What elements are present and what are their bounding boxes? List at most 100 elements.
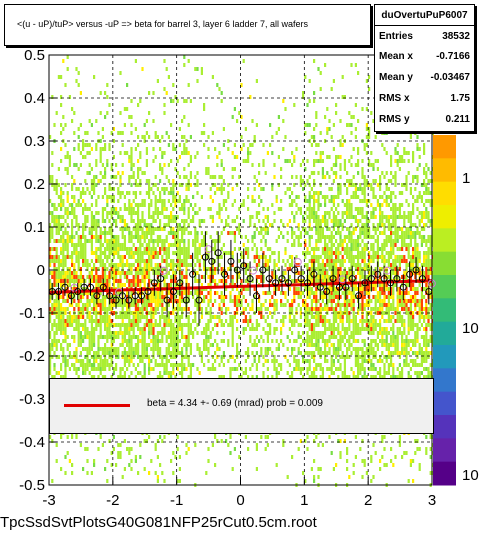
- heat-cell: [82, 187, 85, 191]
- heat-cell: [321, 375, 324, 379]
- heat-cell: [354, 219, 357, 223]
- heat-cell: [62, 315, 65, 319]
- heat-cell: [282, 303, 285, 307]
- heat-cell: [128, 207, 131, 211]
- heat-cell: [253, 243, 256, 247]
- heat-cell: [55, 271, 58, 275]
- heat-cell: [137, 347, 140, 351]
- heat-cell: [260, 187, 263, 191]
- heat-cell: [64, 83, 67, 87]
- heat-cell: [159, 199, 162, 203]
- heat-cell: [332, 295, 335, 299]
- heat-cell: [73, 271, 76, 275]
- heat-cell: [99, 327, 102, 331]
- heat-cell: [297, 447, 300, 451]
- heat-cell: [82, 139, 85, 143]
- heat-cell: [93, 351, 96, 355]
- heat-cell: [332, 331, 335, 335]
- heat-cell: [106, 83, 109, 87]
- heat-cell: [282, 147, 285, 151]
- heat-cell: [315, 363, 318, 367]
- heat-cell: [277, 363, 280, 367]
- heat-cell: [339, 267, 342, 271]
- heat-cell: [247, 303, 250, 307]
- heat-cell: [79, 359, 82, 363]
- heat-cell: [282, 291, 285, 295]
- heat-cell: [288, 375, 291, 379]
- heat-cell: [178, 467, 181, 471]
- heat-cell: [189, 135, 192, 139]
- heat-cell: [348, 235, 351, 239]
- heat-cell: [145, 251, 148, 255]
- heat-cell: [51, 255, 54, 259]
- heat-cell: [346, 451, 349, 455]
- heat-cell: [275, 375, 278, 379]
- heat-cell: [82, 311, 85, 315]
- heat-cell: [119, 219, 122, 223]
- heat-cell: [132, 335, 135, 339]
- heat-cell: [196, 291, 199, 295]
- heat-cell: [277, 251, 280, 255]
- heat-cell: [101, 175, 104, 179]
- heat-cell: [359, 187, 362, 191]
- heat-cell: [352, 299, 355, 303]
- heat-cell: [222, 251, 225, 255]
- heat-cell: [170, 227, 173, 231]
- heat-cell: [222, 351, 225, 355]
- heat-cell: [225, 295, 228, 299]
- heat-cell: [348, 227, 351, 231]
- heat-cell: [251, 299, 254, 303]
- heat-cell: [165, 175, 168, 179]
- heat-cell: [183, 307, 186, 311]
- heat-cell: [185, 271, 188, 275]
- heat-cell: [319, 155, 322, 159]
- heat-cell: [253, 231, 256, 235]
- heat-cell: [106, 243, 109, 247]
- heat-cell: [187, 243, 190, 247]
- heat-cell: [137, 351, 140, 355]
- heat-cell: [126, 83, 129, 87]
- heat-cell: [110, 319, 113, 323]
- heat-cell: [88, 207, 91, 211]
- heat-cell: [310, 215, 313, 219]
- heat-cell: [269, 327, 272, 331]
- heat-cell: [255, 323, 258, 327]
- heat-cell: [112, 323, 115, 327]
- heat-cell: [145, 343, 148, 347]
- heat-cell: [271, 183, 274, 187]
- heat-cell: [339, 235, 342, 239]
- heat-cell: [315, 255, 318, 259]
- heat-cell: [304, 123, 307, 127]
- heat-cell: [260, 239, 263, 243]
- heat-cell: [203, 299, 206, 303]
- heat-cell: [112, 247, 115, 251]
- heat-cell: [357, 359, 360, 363]
- heat-cell: [354, 435, 357, 439]
- heat-cell: [165, 131, 168, 135]
- heat-cell: [255, 467, 258, 471]
- heat-cell: [134, 351, 137, 355]
- heat-cell: [222, 187, 225, 191]
- heat-cell: [326, 255, 329, 259]
- heat-cell: [62, 359, 65, 363]
- heat-cell: [231, 323, 234, 327]
- heat-cell: [84, 263, 87, 267]
- heat-cell: [209, 343, 212, 347]
- heat-cell: [308, 203, 311, 207]
- heat-cell: [104, 375, 107, 379]
- heat-cell: [170, 343, 173, 347]
- heat-cell: [308, 271, 311, 275]
- heat-cell: [339, 271, 342, 275]
- heat-cell: [321, 291, 324, 295]
- heat-cell: [154, 447, 157, 451]
- heat-cell: [53, 267, 56, 271]
- heat-cell: [319, 375, 322, 379]
- heat-cell: [132, 315, 135, 319]
- heat-cell: [337, 271, 340, 275]
- heat-cell: [211, 175, 214, 179]
- heat-cell: [128, 315, 131, 319]
- heat-cell: [350, 275, 353, 279]
- heat-cell: [249, 219, 252, 223]
- heat-cell: [218, 87, 221, 91]
- heat-cell: [211, 183, 214, 187]
